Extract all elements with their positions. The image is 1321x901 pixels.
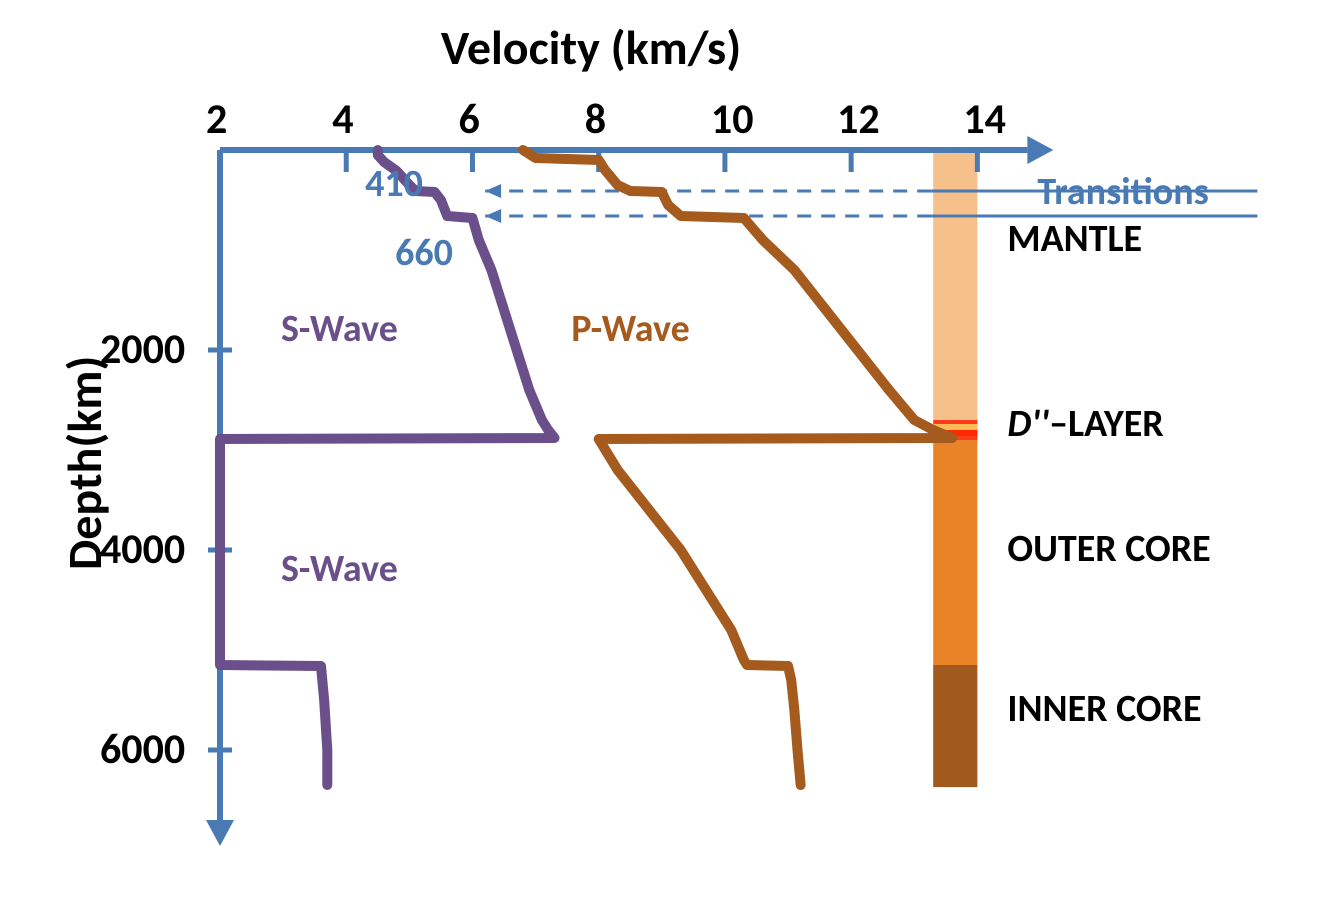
transition-arrow bbox=[485, 184, 501, 198]
transition-depth-label: 660 bbox=[395, 230, 453, 276]
x-tick-label: 10 bbox=[711, 94, 754, 145]
transitions-label: Transitions bbox=[1037, 169, 1208, 215]
x-tick-label: 14 bbox=[963, 94, 1006, 145]
layer-label-mantle: MANTLE bbox=[1007, 216, 1142, 262]
p-wave-line bbox=[523, 150, 952, 785]
s-wave-line bbox=[220, 150, 555, 785]
y-tick-label: 6000 bbox=[100, 724, 185, 775]
s-wave-label: S-Wave bbox=[281, 546, 398, 592]
x-tick-label: 4 bbox=[332, 94, 353, 145]
x-tick-label: 2 bbox=[206, 94, 227, 145]
x-tick-label: 12 bbox=[837, 94, 880, 145]
x-axis-arrow bbox=[1027, 136, 1053, 164]
p-wave-label: P-Wave bbox=[571, 306, 689, 352]
x-axis-title: Velocity (km/s) bbox=[441, 18, 741, 77]
transition-arrow bbox=[485, 209, 501, 223]
x-tick-label: 8 bbox=[585, 94, 606, 145]
seismic-velocity-chart: Velocity (km/s) Depth(km) Transitions 24… bbox=[0, 0, 1321, 901]
chart-svg bbox=[0, 0, 1321, 901]
layer-inner-core bbox=[933, 665, 977, 787]
layer-outer-core bbox=[933, 440, 977, 665]
layer-label-inner-core: INNER CORE bbox=[1007, 686, 1201, 732]
y-tick-label: 2000 bbox=[100, 324, 185, 375]
y-axis-arrow bbox=[206, 820, 234, 846]
s-wave-label: S-Wave bbox=[281, 306, 398, 352]
x-tick-label: 6 bbox=[458, 94, 479, 145]
y-tick-label: 4000 bbox=[100, 524, 185, 575]
layer-label-outer-core: OUTER CORE bbox=[1007, 526, 1210, 572]
layer-label-d-layer: D''–LAYER bbox=[1007, 401, 1163, 447]
transition-depth-label: 410 bbox=[365, 161, 423, 207]
